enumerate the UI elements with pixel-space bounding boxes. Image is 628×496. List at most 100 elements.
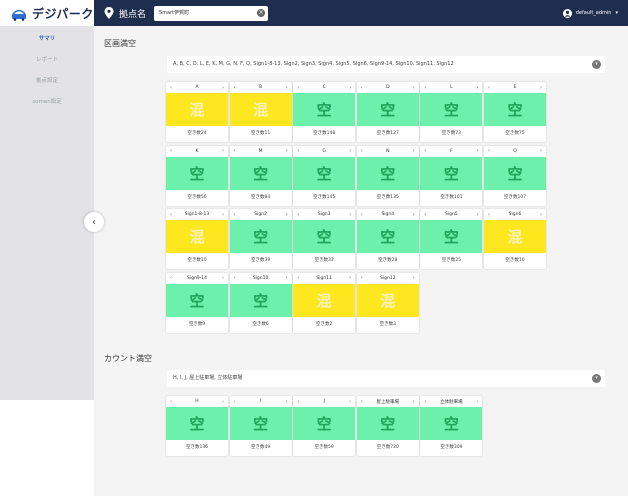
lot-card: ‹ Sign10 › 空空き数6	[229, 272, 292, 333]
sidebar-collapse-button[interactable]: ‹	[84, 212, 104, 232]
card-status: 空	[420, 220, 483, 253]
sidebar-item-other-settings[interactable]: somen設定	[32, 99, 62, 105]
chevron-left-icon[interactable]: ‹	[360, 148, 363, 154]
chevron-right-icon[interactable]: ›	[539, 148, 542, 154]
chevron-left-icon[interactable]: ‹	[360, 84, 363, 91]
card-lot-name: Sign3	[317, 212, 331, 217]
chevron-left-icon[interactable]: ‹	[170, 275, 172, 281]
lot-card: ‹ E › 空空き数75	[484, 82, 546, 142]
lot-card: ‹ D › 空空き数127	[356, 82, 419, 142]
card-header: ‹ 立体駐車場 ›	[420, 396, 482, 407]
chevron-right-icon[interactable]: ›	[540, 84, 542, 91]
card-lot-name: Sign10	[252, 275, 269, 281]
card-vacancy-count: 空き数148	[313, 131, 336, 136]
user-menu[interactable]: default_admin ▾	[562, 8, 618, 18]
chevron-right-icon[interactable]: ›	[349, 275, 352, 281]
lot-card: ‹ I › 空空き数49	[229, 396, 292, 456]
card-lot-name: A	[195, 85, 199, 90]
chevron-right-icon[interactable]: ›	[476, 211, 479, 218]
chevron-left-icon[interactable]: ‹	[297, 275, 300, 281]
chevron-left-icon[interactable]: ‹	[488, 211, 490, 218]
card-lot-name: Sign6	[508, 212, 522, 217]
clear-icon[interactable]: ×	[257, 8, 266, 17]
card-header: ‹ E ›	[484, 82, 546, 93]
chevron-left-icon[interactable]: ‹	[170, 84, 172, 91]
chevron-left-icon[interactable]: ‹	[233, 84, 236, 91]
lot-card: ‹ Sign3 › 空空き数33	[293, 209, 356, 269]
card-vacancy-count: 空き数28	[378, 258, 398, 263]
card-header: ‹ Sign9-14 ›	[166, 273, 228, 284]
chevron-left-icon[interactable]: ‹	[233, 275, 236, 281]
card-status: 混	[166, 93, 228, 126]
card-status: 空	[166, 156, 228, 190]
chevron-left-icon[interactable]: ‹	[297, 148, 300, 154]
chevron-right-icon[interactable]: ›	[221, 398, 224, 405]
site-select[interactable]: Smart伊賀町 ×	[154, 5, 269, 21]
chevron-right-icon[interactable]: ›	[221, 148, 224, 154]
card-lot-name: G	[322, 148, 326, 154]
chevron-right-icon[interactable]: ›	[285, 275, 288, 281]
count-filter-select[interactable]: H, I, J, 屋上駐車場, 立体駐車場 ▾	[167, 370, 605, 387]
sidebar-item-summary[interactable]: サマリ	[38, 36, 56, 42]
chevron-left-icon[interactable]: ‹	[297, 84, 300, 91]
chevron-left-icon[interactable]: ‹	[233, 211, 236, 218]
lot-card: ‹ H › 空空き数136	[166, 396, 228, 456]
chevron-right-icon[interactable]: ›	[349, 148, 352, 154]
chevron-right-icon[interactable]: ›	[540, 211, 542, 218]
app-logo[interactable]: デジパーク	[0, 0, 94, 26]
card-status: 空	[484, 93, 546, 126]
card-lot-name: H	[195, 399, 199, 404]
chevron-left-icon[interactable]: ‹	[297, 398, 300, 405]
chevron-right-icon[interactable]: ›	[476, 148, 479, 154]
chevron-left-icon[interactable]: ‹	[170, 148, 172, 154]
card-vacancy-count: 空き数24	[187, 131, 207, 136]
chevron-right-icon[interactable]: ›	[349, 398, 352, 405]
lot-filter-select[interactable]: A, B, C, D, L, E, K, M, G, N, F, Q, Sign…	[167, 56, 605, 73]
chevron-right-icon[interactable]: ›	[412, 84, 415, 91]
chevron-right-icon[interactable]: ›	[412, 275, 415, 281]
chevron-left-icon[interactable]: ‹	[360, 398, 363, 405]
card-header: ‹ H ›	[166, 396, 228, 407]
chevron-right-icon[interactable]: ›	[412, 398, 415, 405]
chevron-right-icon[interactable]: ›	[349, 84, 352, 91]
chevron-left-icon[interactable]: ‹	[360, 211, 363, 218]
chevron-left-icon[interactable]: ‹	[233, 148, 236, 154]
chevron-left-icon[interactable]: ‹	[170, 398, 172, 405]
chevron-left-icon[interactable]: ‹	[424, 148, 427, 154]
chevron-left-icon[interactable]: ‹	[488, 148, 490, 154]
chevron-left-icon[interactable]: ‹	[360, 275, 363, 281]
card-lot-name: M	[258, 148, 263, 154]
chevron-left-icon[interactable]: ‹	[424, 211, 427, 218]
chevron-left-icon[interactable]: ‹	[424, 84, 427, 91]
chevron-right-icon[interactable]: ›	[412, 148, 415, 154]
chevron-down-icon[interactable]: ▾	[592, 60, 601, 69]
chevron-right-icon[interactable]: ›	[222, 84, 224, 91]
card-header: ‹ Sign4 ›	[357, 209, 419, 220]
card-lot-name: Sign4	[381, 212, 395, 217]
chevron-right-icon[interactable]: ›	[285, 148, 288, 154]
sidebar-item-site-settings[interactable]: 拠点設定	[35, 78, 58, 84]
chevron-left-icon[interactable]: ‹	[297, 211, 300, 218]
sidebar: デジパーク サマリ レポート 拠点設定 somen設定	[0, 0, 94, 496]
card-header: ‹ D ›	[357, 82, 419, 93]
chevron-left-icon[interactable]: ‹	[488, 84, 490, 91]
chevron-right-icon[interactable]: ›	[285, 84, 288, 91]
chevron-right-icon[interactable]: ›	[221, 211, 224, 218]
sidebar-item-report[interactable]: レポート	[35, 57, 58, 63]
chevron-down-icon[interactable]: ▾	[592, 374, 601, 383]
chevron-right-icon[interactable]: ›	[349, 211, 352, 218]
card-lot-name: 立体駐車場	[440, 399, 463, 405]
user-name: default_admin	[575, 10, 612, 16]
chevron-left-icon[interactable]: ‹	[424, 398, 427, 405]
card-status: 空	[229, 283, 292, 317]
chevron-right-icon[interactable]: ›	[285, 211, 288, 218]
chevron-left-icon[interactable]: ‹	[233, 398, 236, 405]
chevron-right-icon[interactable]: ›	[412, 211, 415, 218]
card-status: 空	[166, 283, 228, 317]
chevron-right-icon[interactable]: ›	[476, 84, 479, 91]
chevron-right-icon[interactable]: ›	[476, 398, 479, 405]
card-header: ‹ J ›	[293, 396, 355, 407]
chevron-right-icon[interactable]: ›	[222, 275, 224, 281]
chevron-left-icon[interactable]: ‹	[170, 211, 172, 218]
chevron-right-icon[interactable]: ›	[285, 398, 288, 405]
